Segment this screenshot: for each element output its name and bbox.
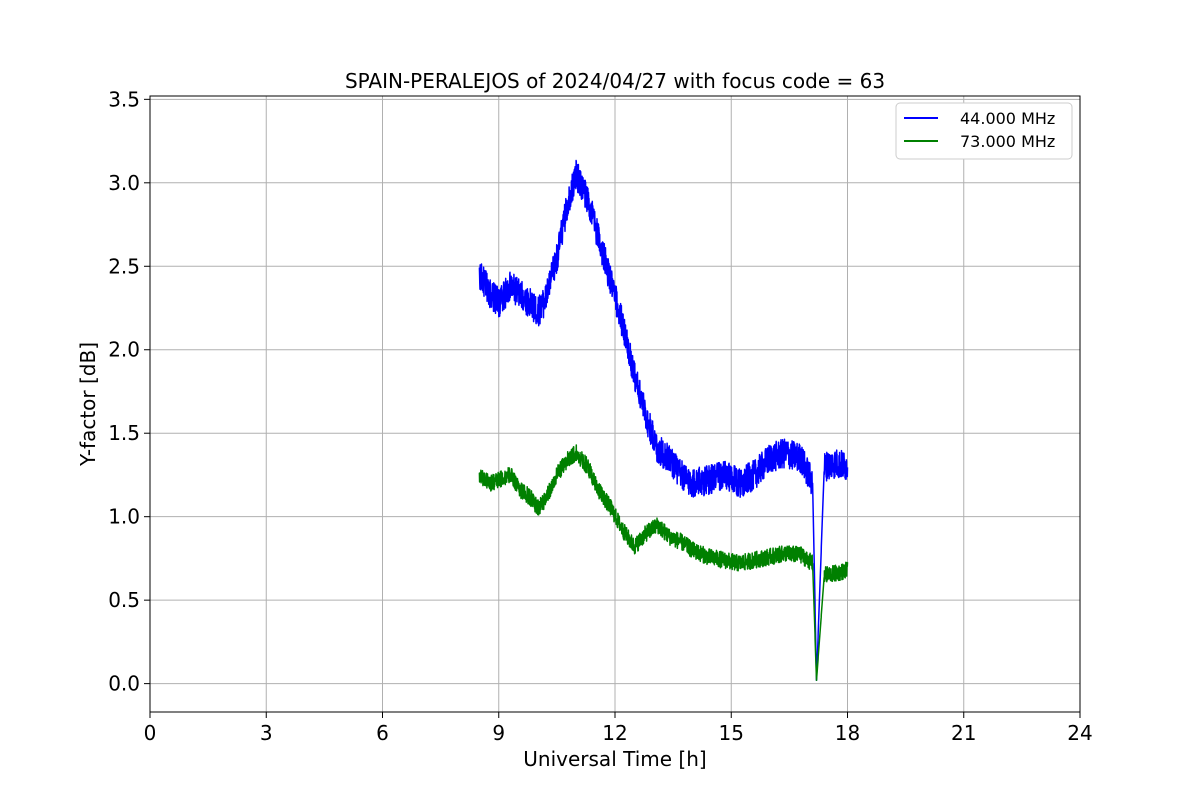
- y-tick-label: 3.5: [108, 87, 140, 111]
- y-tick-label: 1.5: [108, 421, 140, 445]
- x-tick-label: 15: [719, 721, 744, 745]
- x-tick-label: 0: [144, 721, 157, 745]
- legend-label-73mhz: 73.000 MHz: [960, 132, 1055, 151]
- legend: 44.000 MHz 73.000 MHz: [895, 102, 1073, 160]
- y-axis: 0.0 0.5 1.0 1.5 2.0 2.5 3.0 3.5: [108, 87, 150, 696]
- x-tick-label: 18: [835, 721, 860, 745]
- y-tick-label: 0.0: [108, 672, 140, 696]
- series-line: [478, 444, 849, 682]
- x-tick-label: 3: [260, 721, 273, 745]
- legend-box: [895, 102, 1073, 160]
- y-axis-label: Y-factor [dB]: [76, 342, 100, 467]
- y-tick-label: 3.0: [108, 171, 140, 195]
- x-tick-label: 6: [376, 721, 389, 745]
- x-tick-label: 12: [602, 721, 627, 745]
- x-tick-label: 21: [951, 721, 976, 745]
- legend-label-44mhz: 44.000 MHz: [960, 109, 1055, 128]
- x-tick-label: 9: [492, 721, 505, 745]
- x-tick-label: 24: [1067, 721, 1092, 745]
- chart-title: SPAIN-PERALEJOS of 2024/04/27 with focus…: [345, 69, 885, 93]
- x-axis: 0 3 6 9 12 15 18 21 24: [144, 712, 1093, 745]
- y-tick-label: 0.5: [108, 588, 140, 612]
- series-line: [478, 159, 849, 682]
- y-tick-label: 2.0: [108, 338, 140, 362]
- y-tick-label: 1.0: [108, 505, 140, 529]
- x-axis-label: Universal Time [h]: [523, 747, 706, 771]
- y-tick-label: 2.5: [108, 254, 140, 278]
- series-layer: [478, 159, 849, 682]
